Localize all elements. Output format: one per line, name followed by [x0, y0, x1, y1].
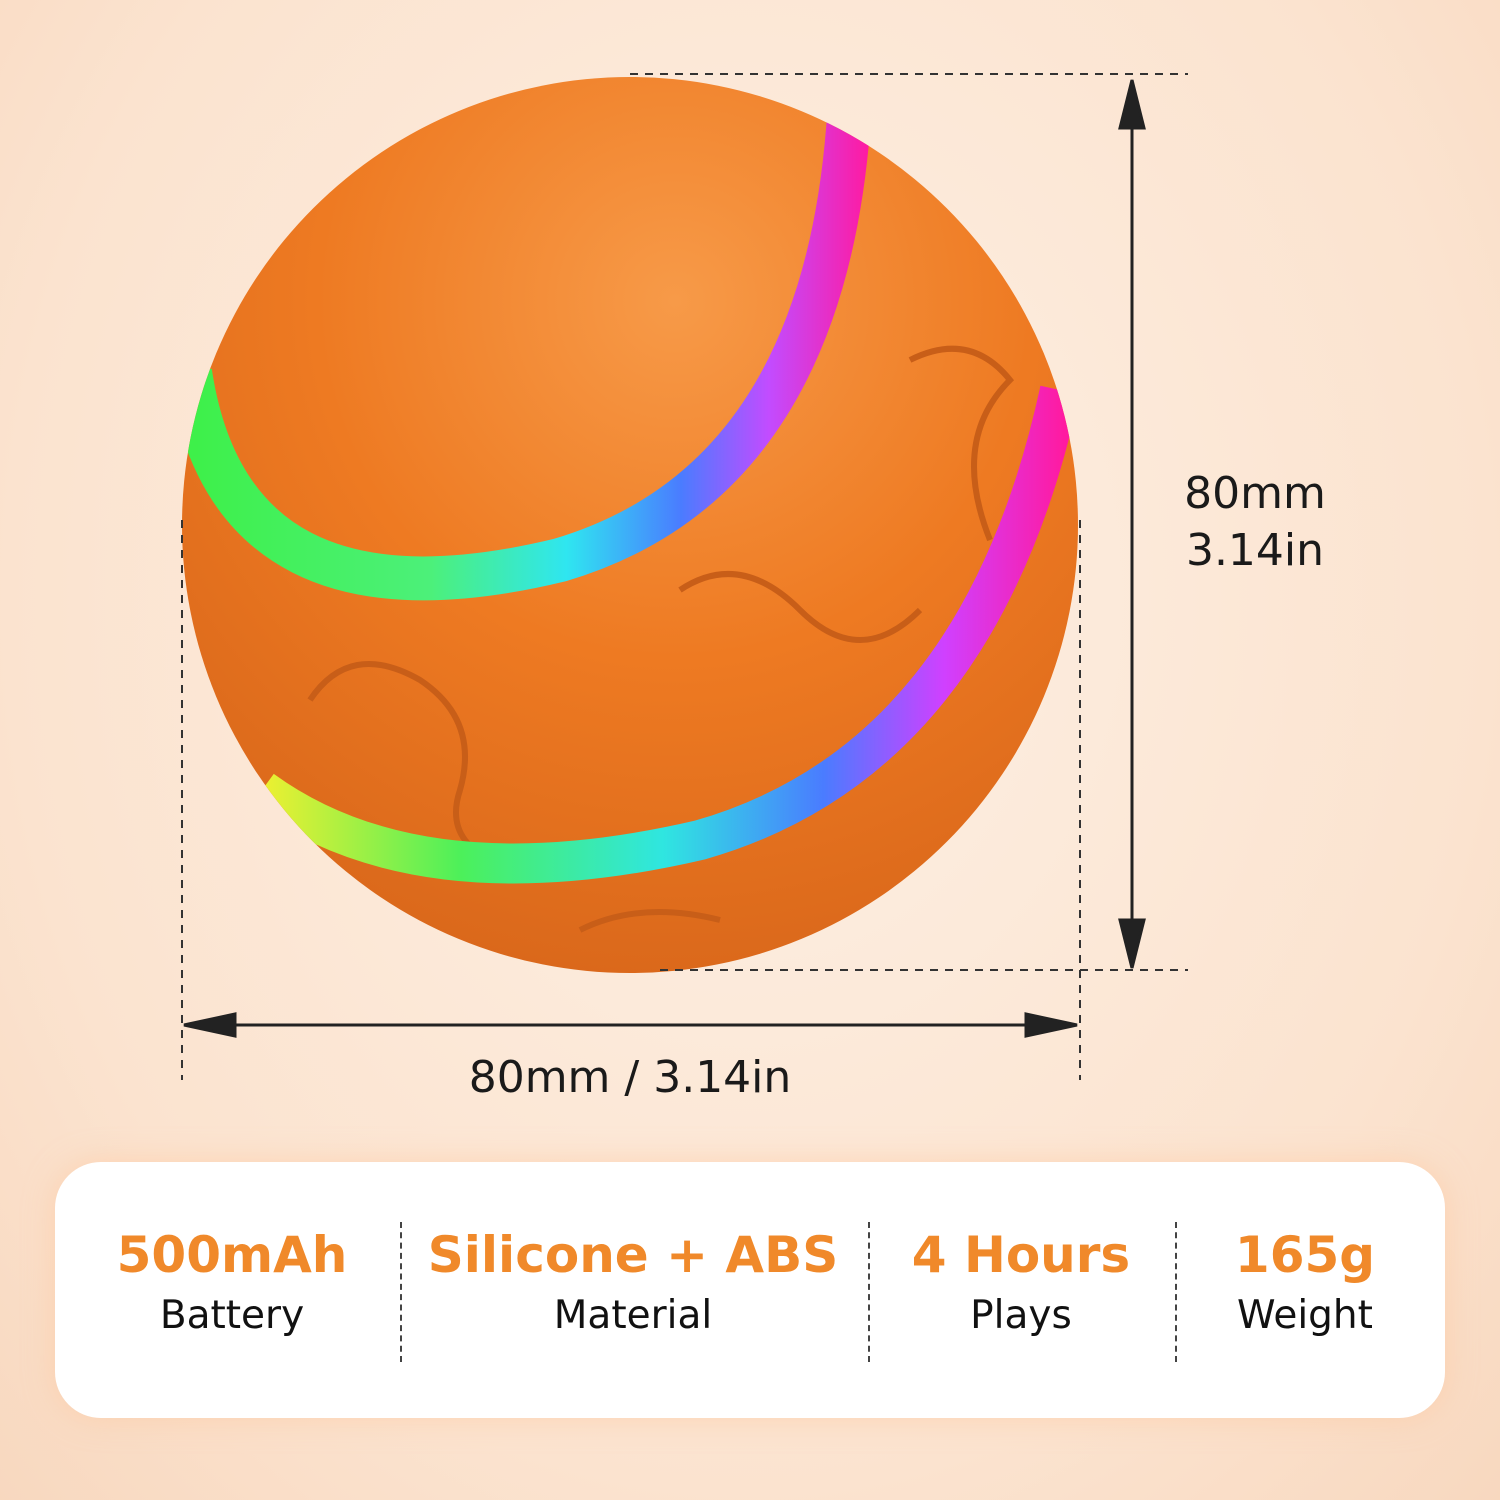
divider	[400, 1222, 402, 1362]
spec-battery: 500mAh Battery	[117, 1230, 348, 1335]
spec-label: Material	[553, 1293, 713, 1338]
spec-weight: 165g Weight	[1235, 1230, 1375, 1335]
led-light-band-lower	[250, 385, 1078, 884]
spec-card: 500mAh Battery Silicone + ABS Material 4…	[55, 1162, 1445, 1418]
ball-groove	[908, 345, 1015, 542]
divider	[1175, 1222, 1177, 1362]
ball-groove	[307, 661, 521, 873]
spec-playtime: 4 Hours Plays	[912, 1230, 1130, 1335]
height-arrow	[1118, 79, 1146, 969]
spec-value: 165g	[1234, 1226, 1376, 1284]
ball-groove	[578, 909, 721, 933]
height-mm: 80mm	[1184, 468, 1326, 519]
spec-label: Battery	[159, 1293, 305, 1338]
dimension-guides	[181, 73, 1188, 1080]
ball-groove	[678, 571, 923, 643]
spec-material: Silicone + ABS Material	[428, 1230, 838, 1335]
height-dimension-label: 80mm 3.14in	[1150, 468, 1360, 576]
led-light-band-upper	[182, 98, 872, 601]
spec-value: 4 Hours	[911, 1226, 1131, 1284]
spec-label: Weight	[1237, 1293, 1373, 1338]
divider	[868, 1222, 870, 1362]
height-in: 3.14in	[1185, 525, 1325, 576]
width-dimension-label: 80mm / 3.14in	[468, 1052, 792, 1103]
spec-label: Plays	[970, 1293, 1072, 1338]
width-arrow	[183, 1012, 1078, 1038]
spec-value: 500mAh	[116, 1226, 348, 1284]
spec-value: Silicone + ABS	[427, 1226, 839, 1284]
